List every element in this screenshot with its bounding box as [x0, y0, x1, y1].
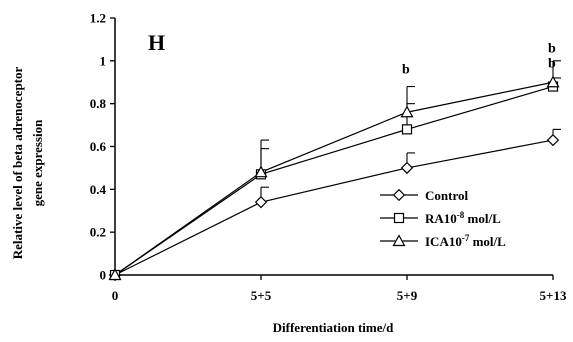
data-point-diamond: [400, 161, 414, 175]
x-axis-title: Differentiation time/d: [273, 320, 394, 335]
series-line-2: [114, 81, 554, 276]
x-axis-ticks: 0 5+5 5+9 5+13: [112, 275, 567, 303]
data-point-triangle: [400, 105, 414, 118]
y-tick-label: 0: [100, 268, 107, 283]
significance-mark: b: [548, 56, 556, 71]
series-line-1: [114, 85, 554, 276]
x-tick-label: 0: [112, 288, 119, 303]
significance-mark: b: [548, 41, 556, 56]
x-tick-label: 5+13: [540, 288, 567, 303]
x-tick-label: 5+9: [397, 288, 418, 303]
legend-marker-diamond: [392, 188, 406, 202]
legend-item: ICA10-7 mol/L: [380, 233, 506, 249]
y-tick-label: 0.2: [90, 225, 106, 240]
y-tick-label: 0.4: [90, 182, 107, 197]
annotations: bbb: [402, 41, 556, 77]
x-tick-label: 5+5: [251, 288, 272, 303]
series-line-0: [114, 139, 554, 276]
y-axis-ticks: 0 0.2 0.4 0.6 0.8 1 1.2: [90, 11, 115, 283]
legend-item: Control: [380, 188, 468, 203]
legend: Control RA10-8 mol/L ICA10-7 mol/L: [380, 188, 506, 249]
panel-label: H: [148, 30, 165, 55]
y-tick-label: 1: [100, 53, 107, 68]
legend-label: RA10-8 mol/L: [425, 210, 501, 226]
legend-item: RA10-8 mol/L: [380, 210, 501, 226]
data-point-triangle: [108, 268, 122, 281]
y-axis-title-line1: Relative level of beta adrenoceptor: [10, 67, 25, 260]
series-markers: [108, 75, 560, 282]
series-lines: [114, 81, 554, 276]
legend-marker-square: [393, 212, 405, 224]
legend-label: Control: [425, 188, 468, 203]
data-point-triangle: [254, 165, 268, 178]
y-tick-label: 0.8: [90, 96, 107, 111]
data-point-square: [401, 124, 413, 135]
y-tick-label: 1.2: [90, 11, 106, 26]
data-point-diamond: [254, 196, 268, 209]
legend-marker-triangle: [392, 234, 406, 247]
y-axis-title-line2: gene expression: [30, 119, 45, 207]
significance-mark: b: [402, 63, 410, 78]
data-point-diamond: [546, 133, 560, 147]
data-point-triangle: [546, 75, 560, 88]
y-tick-label: 0.6: [90, 139, 107, 154]
legend-label: ICA10-7 mol/L: [425, 233, 506, 249]
